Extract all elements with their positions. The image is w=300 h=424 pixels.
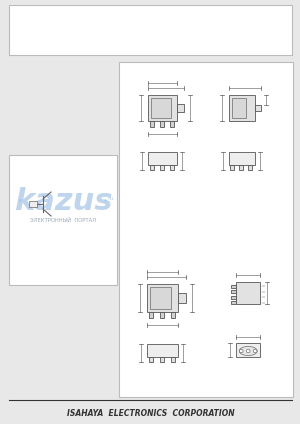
Bar [160,165,164,170]
Bar [150,165,154,170]
Bar [160,357,164,362]
Ellipse shape [239,346,257,356]
Bar [229,151,255,165]
Circle shape [246,349,250,353]
Text: ru: ru [107,196,114,201]
Bar [230,165,234,170]
Bar [148,357,153,362]
Bar [170,357,175,362]
Bar [170,312,175,318]
Circle shape [254,349,257,353]
Bar [239,165,243,170]
Bar [147,284,178,312]
Text: ЭЛЕКТРОННЫЙ  ПОРТАЛ: ЭЛЕКТРОННЫЙ ПОРТАЛ [30,218,96,223]
Bar [160,121,164,127]
Bar [178,104,184,112]
Bar [9,5,292,55]
Bar [231,285,236,287]
Bar [231,290,236,293]
Bar [229,95,255,121]
Text: •: • [16,196,22,206]
Bar [148,95,178,121]
Bar [9,155,117,285]
Bar [248,165,252,170]
Bar [236,282,260,304]
Bar [255,105,261,111]
Bar [169,121,173,127]
Bar [169,165,173,170]
Bar [231,296,236,298]
Bar [160,312,164,318]
Bar [150,287,170,309]
Bar [148,151,178,165]
Bar [236,343,260,357]
Bar [151,98,170,118]
Bar [119,62,293,397]
Bar [148,312,153,318]
Bar [29,201,37,207]
Bar [147,343,178,357]
Bar [178,293,187,303]
Circle shape [239,349,243,353]
Text: kazus: kazus [14,187,112,217]
Bar [231,301,236,304]
Text: •: • [102,196,107,206]
Bar [150,121,154,127]
Text: ISAHAYA  ELECTRONICS  CORPORATION: ISAHAYA ELECTRONICS CORPORATION [67,408,234,418]
Bar [232,98,246,118]
